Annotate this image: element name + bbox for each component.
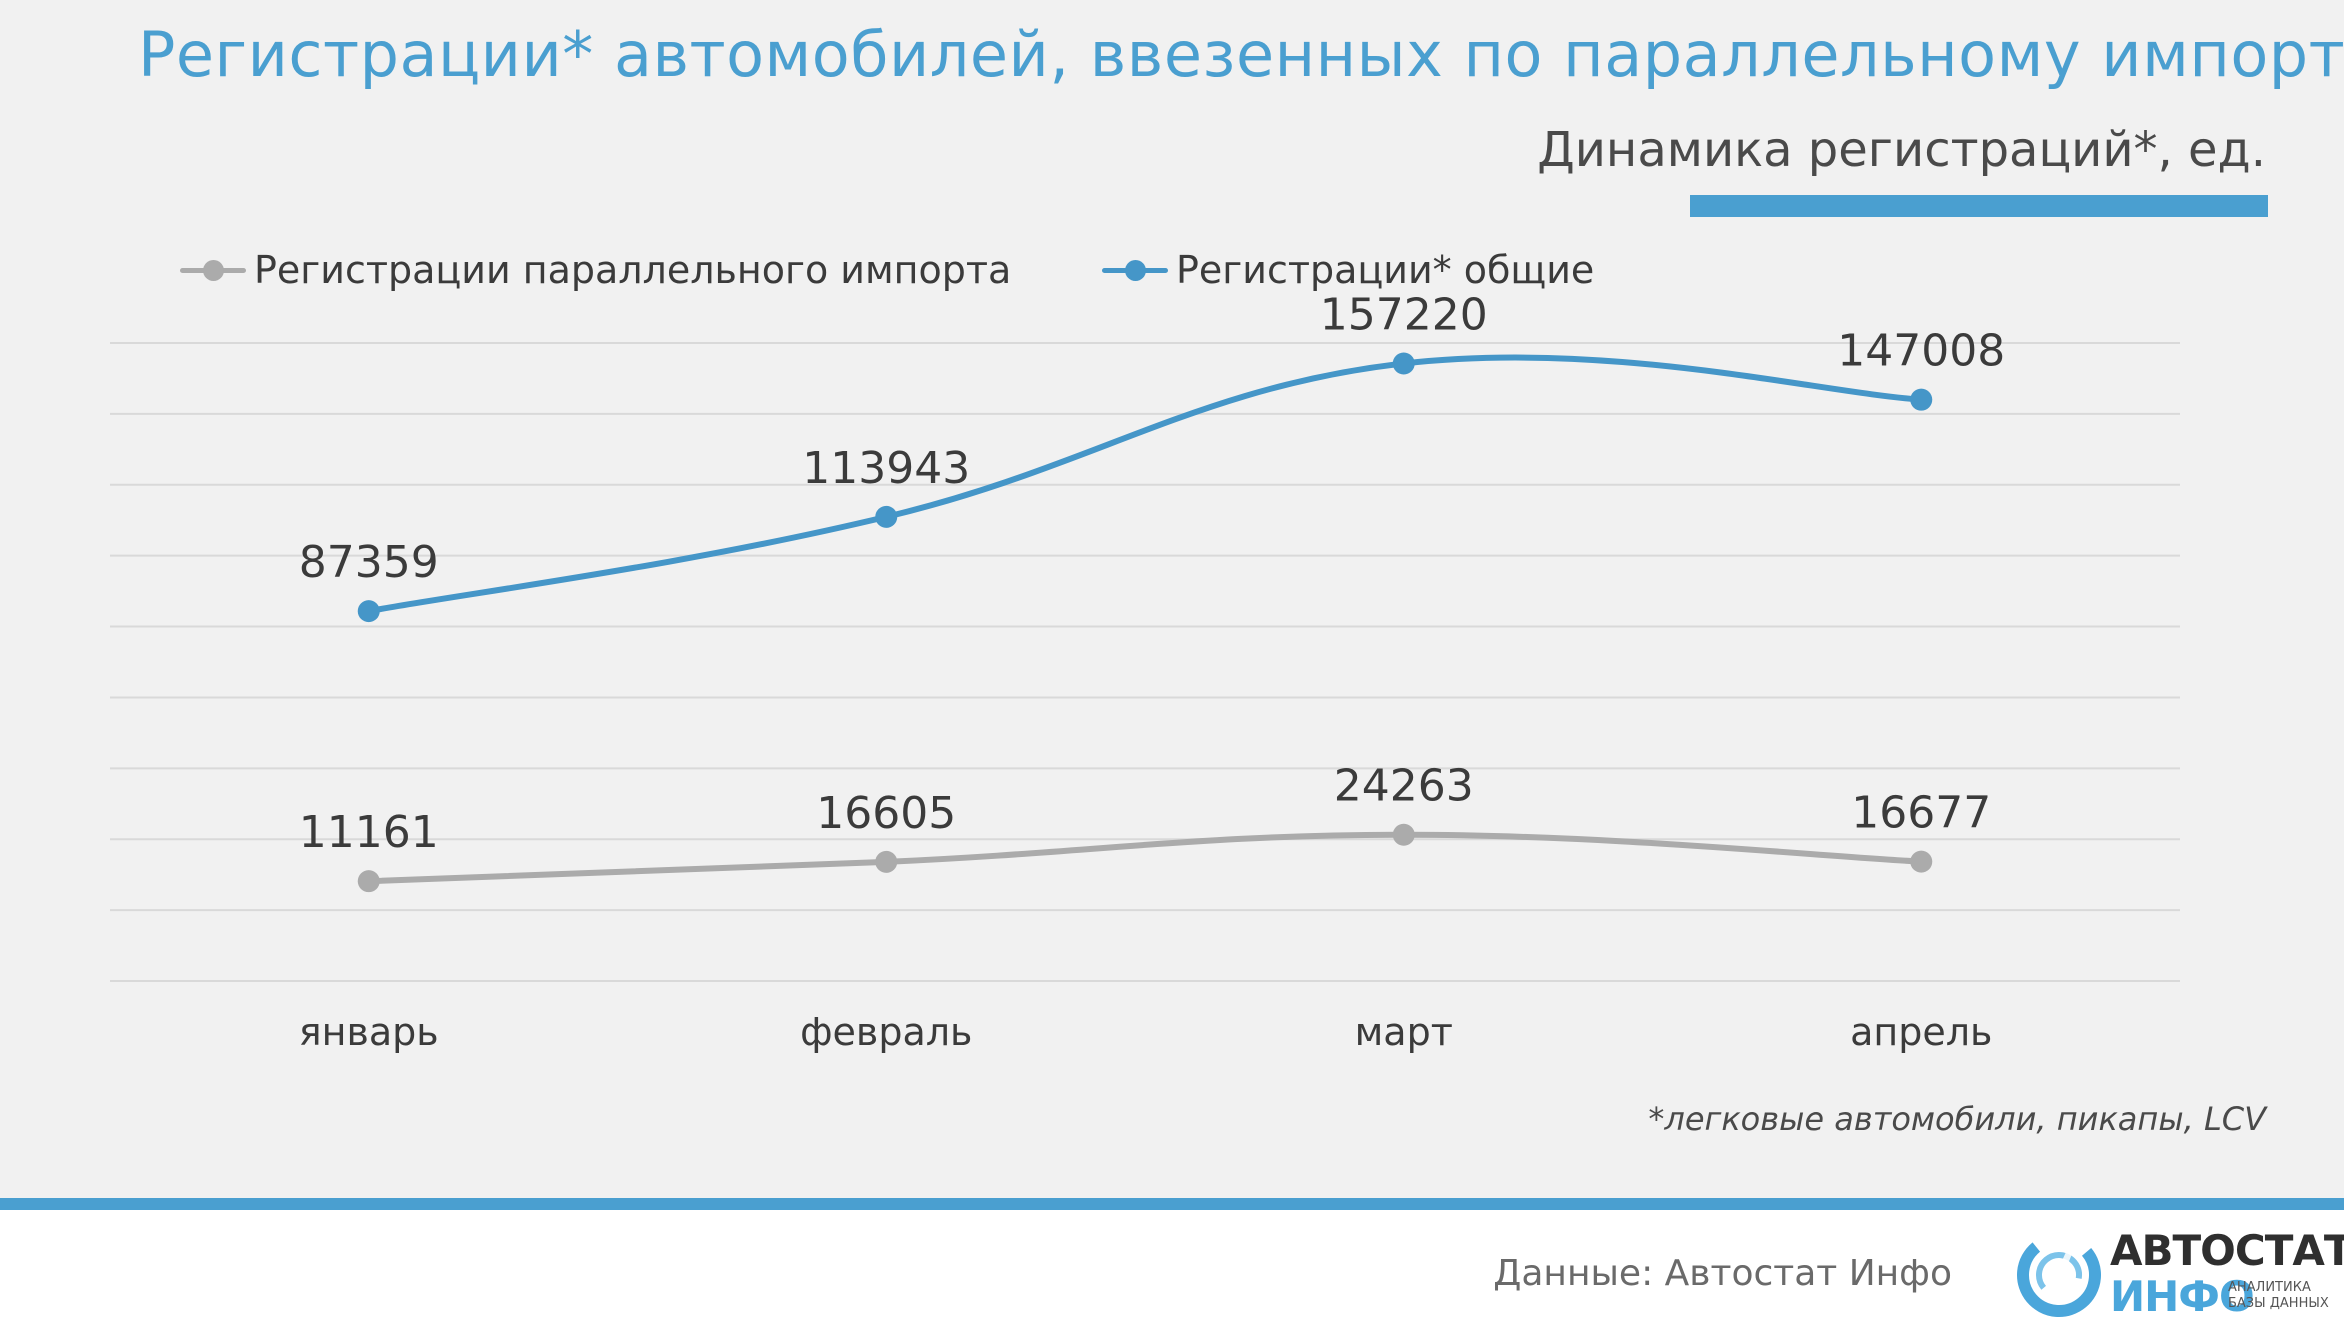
footnote: *легковые автомобили, пикапы, LCV: [1648, 1100, 2266, 1138]
subtitle-accent-bar: [1690, 195, 2268, 217]
legend-label-parallel: Регистрации параллельного импорта: [254, 248, 1012, 292]
point-total-3: [1910, 388, 1933, 411]
data-label-parallel-2: 24263: [1334, 761, 1474, 812]
point-parallel-1: [875, 850, 898, 873]
x-tick-label-2: март: [1355, 1010, 1453, 1054]
point-parallel-0: [357, 870, 380, 893]
data-label-parallel-0: 11161: [299, 807, 439, 858]
logo-mark-icon: [2017, 1233, 2101, 1317]
x-tick-label-3: апрель: [1850, 1010, 1992, 1054]
series-line-total: [365, 354, 1925, 615]
page-title: Регистрации* автомобилей, ввезенных по п…: [138, 18, 2344, 91]
point-total-2: [1392, 352, 1415, 375]
logo-tagline: АНАЛИТИКА БАЗЫ ДАННЫХ: [2228, 1280, 2329, 1312]
legend-label-total: Регистрации* общие: [1176, 248, 1595, 292]
data-source: Данные: Автостат Инфо: [1493, 1253, 1952, 1294]
point-parallel-2: [1392, 823, 1415, 846]
logo-tagline-1: АНАЛИТИКА: [2228, 1280, 2311, 1295]
logo-text-bottom: ИНФО: [2110, 1272, 2255, 1321]
autostat-logo: АВТОСТАТ ИНФО АНАЛИТИКА БАЗЫ ДАННЫХ: [2014, 1226, 2344, 1322]
data-label-total-3: 147008: [1837, 326, 2005, 377]
data-label-parallel-1: 16605: [816, 788, 956, 839]
legend-item-parallel: Регистрации параллельного импорта: [178, 248, 1011, 292]
data-label-total-2: 157220: [1320, 289, 1488, 340]
legend-swatch-parallel: [178, 250, 248, 290]
footer: [0, 1210, 2344, 1330]
data-label-total-1: 113943: [802, 443, 970, 494]
chart-subtitle: Динамика регистраций*, ед.: [1537, 122, 2266, 178]
data-label-total-0: 87359: [299, 537, 439, 588]
point-parallel-3: [1910, 850, 1933, 873]
x-tick-label-1: февраль: [800, 1010, 972, 1054]
legend-item-total: Регистрации* общие: [1100, 248, 1594, 292]
data-label-parallel-3: 16677: [1851, 788, 1991, 839]
footer-accent-line: [0, 1198, 2344, 1210]
x-tick-label-0: январь: [299, 1010, 439, 1054]
point-total-1: [875, 505, 898, 528]
logo-tagline-2: БАЗЫ ДАННЫХ: [2228, 1296, 2329, 1311]
legend-swatch-total: [1100, 250, 1170, 290]
logo-text-top: АВТОСТАТ: [2110, 1226, 2344, 1275]
series-line-parallel: [365, 831, 1925, 885]
point-total-0: [357, 600, 380, 623]
